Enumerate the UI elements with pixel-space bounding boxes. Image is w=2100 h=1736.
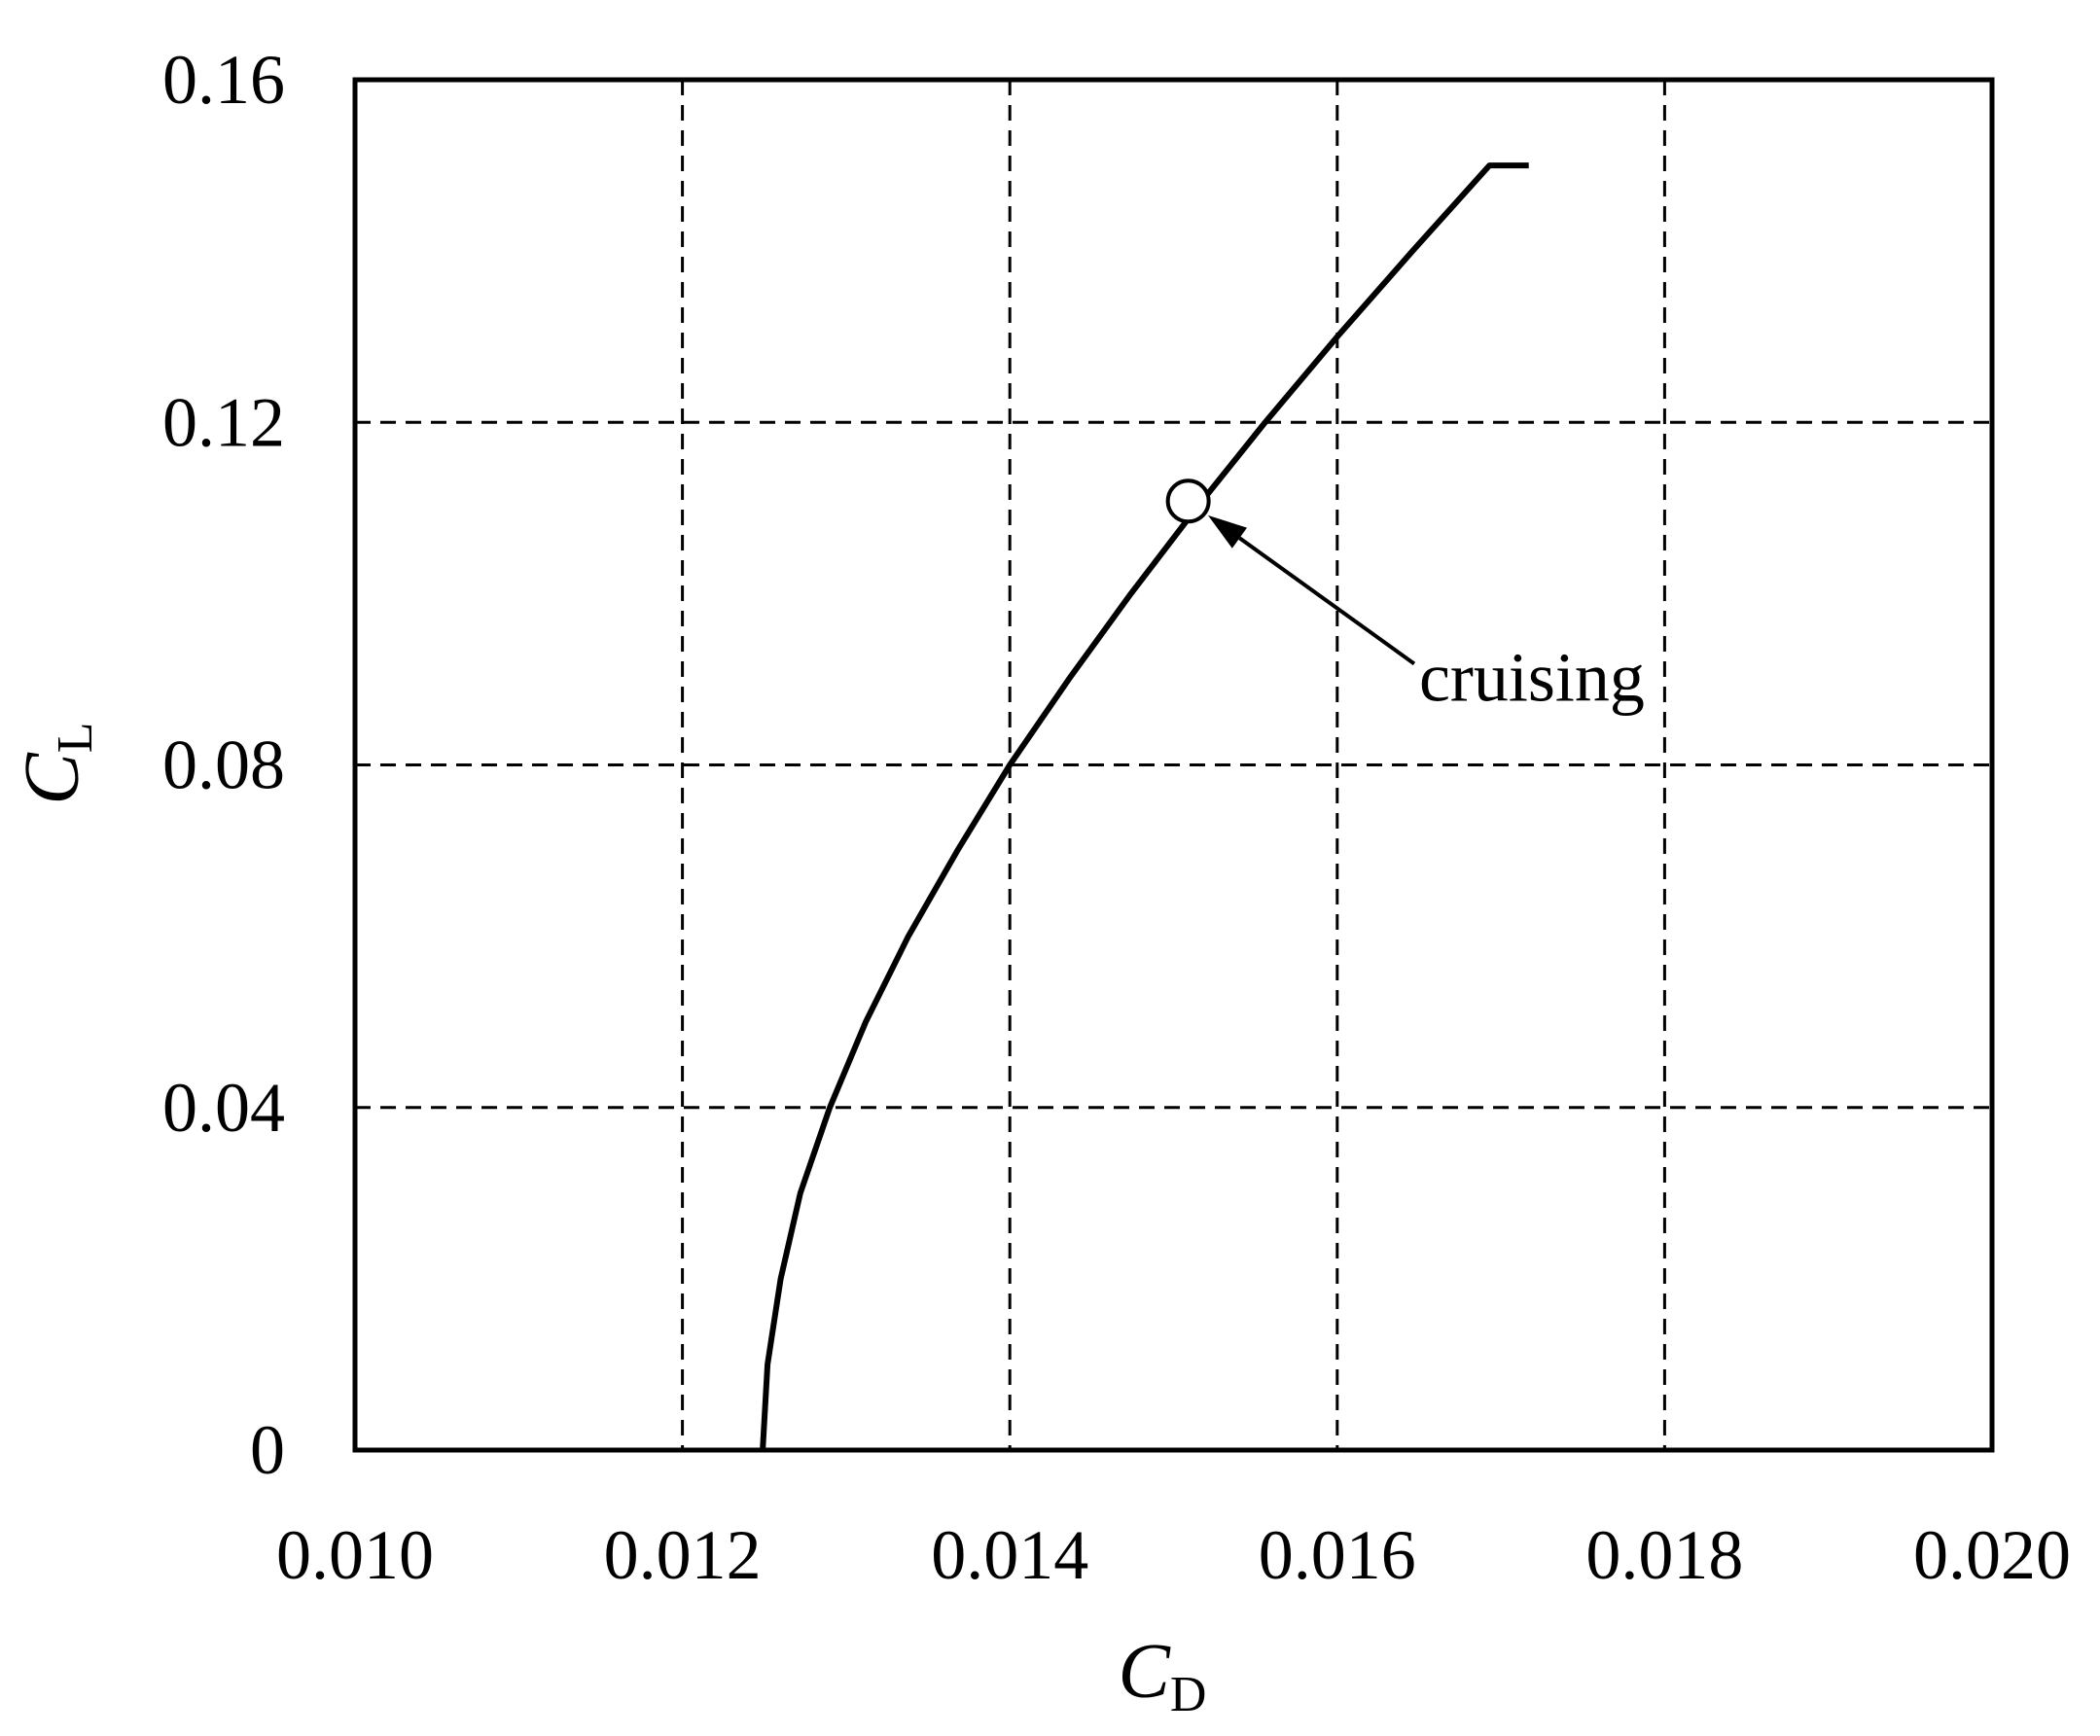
tick-labels: 0.010 0.012 0.014 0.016 0.018 0.020 0 0.04 0.08 0… xyxy=(162,41,2071,1594)
x-tick-label: 0.016 xyxy=(1259,1516,1416,1594)
y-tick-label: 0 xyxy=(250,1411,285,1489)
y-axis-title: CL xyxy=(10,722,103,804)
x-tick-label: 0.018 xyxy=(1585,1516,1743,1594)
annotation-arrow-line xyxy=(1238,536,1416,666)
plot-frame xyxy=(352,77,1995,1453)
x-tick-label: 0.014 xyxy=(931,1516,1088,1594)
x-tick-label: 0.010 xyxy=(276,1516,434,1594)
annotation-layer: cruising xyxy=(1165,478,1645,716)
y-tick-label: 0.16 xyxy=(162,41,285,119)
y-axis-title-subscript: L xyxy=(48,722,103,753)
annotation-arrow-head xyxy=(1207,514,1247,549)
y-tick-label: 0.12 xyxy=(162,383,285,461)
series-line-0 xyxy=(760,162,1529,1451)
y-tick-label: 0.08 xyxy=(162,726,285,804)
series-layer xyxy=(760,162,1529,1451)
cruising-point-marker xyxy=(1165,478,1211,524)
x-tick-label: 0.020 xyxy=(1913,1516,2071,1594)
annotation-label: cruising xyxy=(1419,638,1645,716)
x-tick-label: 0.012 xyxy=(604,1516,762,1594)
x-axis-title-main: C xyxy=(1119,1629,1172,1715)
grid-lines xyxy=(355,80,1992,1450)
y-axis-title-main: C xyxy=(10,752,95,805)
y-tick-label: 0.04 xyxy=(162,1069,285,1147)
x-axis-title: CD xyxy=(1119,1629,1207,1722)
x-axis-title-subscript: D xyxy=(1170,1667,1207,1722)
